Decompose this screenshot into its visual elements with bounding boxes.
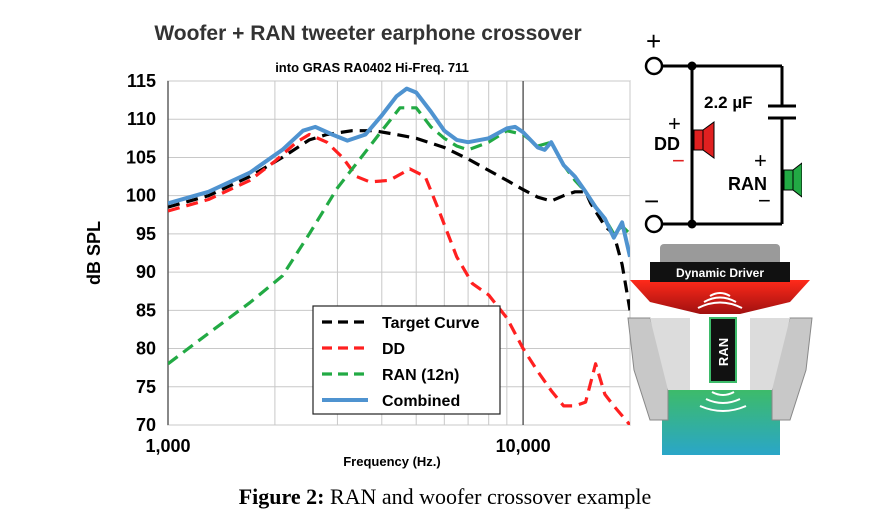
driver-cap	[660, 244, 780, 266]
series-line-dd	[168, 132, 630, 425]
chart-subtitle: into GRAS RA0402 Hi-Freq. 711	[275, 60, 469, 75]
y-axis-ticks: 70 75 80 85 90 95 100 105 110 115	[126, 71, 156, 435]
sound-wave-icon	[709, 292, 731, 297]
caption-label: Figure 2:	[238, 484, 325, 509]
legend-label: DD	[382, 341, 405, 358]
crossover-schematic: + − 2.2 µF + DD − + RAN −	[644, 28, 802, 234]
sound-wave-icon	[705, 398, 741, 404]
ran-speaker-icon	[783, 169, 794, 191]
y-tick-label: 70	[136, 415, 156, 435]
earphone-driver-diagram: Dynamic Driver RAN	[627, 244, 813, 455]
legend-label: Target Curve	[382, 315, 480, 332]
dd-minus: −	[672, 148, 685, 173]
y-tick-label: 110	[127, 109, 156, 129]
ran-minus: −	[758, 188, 771, 213]
dd-label: DD	[654, 134, 680, 154]
y-tick-label: 95	[136, 224, 156, 244]
dynamic-driver-label: Dynamic Driver	[676, 266, 764, 280]
y-tick-label: 75	[136, 377, 156, 397]
chart-title: Woofer + RAN tweeter earphone crossover	[154, 22, 581, 45]
sound-wave-icon	[711, 391, 735, 396]
terminal-plus-label: +	[646, 28, 661, 56]
x-tick-label: 1,000	[145, 436, 190, 456]
terminal-minus-label: −	[644, 186, 659, 216]
ran-element	[709, 317, 737, 383]
legend-box	[312, 305, 501, 415]
series-line-target-curve	[168, 129, 630, 311]
series-line-combined	[168, 86, 630, 258]
junction	[687, 61, 697, 71]
ran-plus: +	[754, 148, 767, 173]
figure-caption: Figure 2: RAN and woofer crossover examp…	[0, 484, 890, 510]
legend-label: Combined	[382, 393, 460, 410]
ran-speaker-cone-icon	[792, 162, 802, 198]
sound-wave-icon	[699, 405, 747, 412]
y-tick-label: 100	[126, 186, 156, 206]
caption-text: RAN and woofer crossover example	[324, 484, 652, 509]
housing-inner-right	[750, 318, 790, 390]
dd-speaker-icon	[693, 129, 704, 151]
sound-wave-icon	[703, 296, 737, 303]
junction	[687, 219, 697, 229]
x-axis-ticks: 1,000 10,000	[145, 436, 550, 456]
y-tick-label: 80	[136, 339, 156, 359]
legend: Target Curve DD RAN (12n) Combined	[312, 305, 501, 415]
terminal-plus	[644, 56, 664, 76]
ran-label: RAN	[728, 174, 767, 194]
terminal-minus	[644, 214, 664, 234]
y-tick-label: 105	[126, 147, 156, 167]
dynamic-driver-bar	[650, 262, 790, 282]
nozzle	[662, 390, 780, 455]
dd-speaker-cone-icon	[702, 121, 715, 159]
crossover-chart: Woofer + RAN tweeter earphone crossover …	[84, 22, 631, 469]
series-lines	[168, 86, 630, 425]
legend-label: RAN (12n)	[382, 367, 459, 384]
x-tick-label: 10,000	[496, 436, 551, 456]
housing-inner-left	[650, 318, 690, 390]
capacitor-label: 2.2 µF	[704, 93, 753, 112]
ran-element-label: RAN	[716, 338, 731, 366]
y-tick-label: 115	[127, 71, 156, 91]
y-tick-label: 85	[136, 300, 156, 320]
x-axis-label: Frequency (Hz.)	[343, 454, 441, 469]
y-axis-label: dB SPL	[84, 221, 104, 285]
dd-plus: +	[668, 111, 681, 136]
sound-wave-icon	[697, 301, 743, 309]
y-tick-label: 90	[136, 262, 156, 282]
